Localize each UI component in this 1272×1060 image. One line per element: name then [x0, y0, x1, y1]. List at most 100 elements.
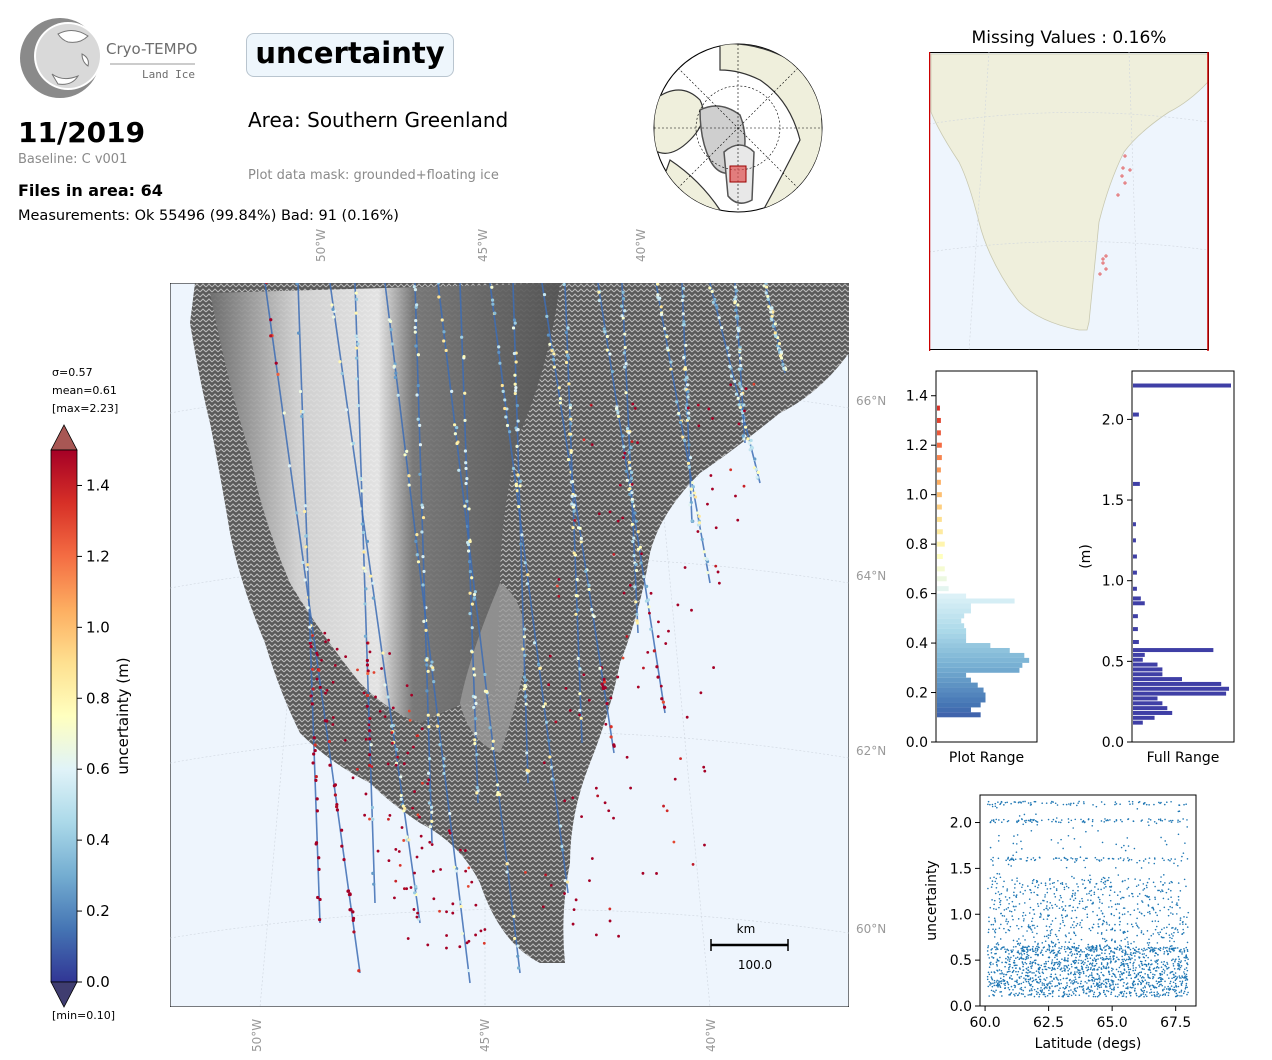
track-point: [621, 434, 625, 438]
scatter-point: [1057, 842, 1059, 844]
scatter-point: [999, 980, 1002, 983]
scatter-point: [1099, 945, 1101, 948]
track-point: [344, 408, 349, 412]
scatter-point: [1182, 852, 1185, 854]
scatter-point: [1093, 893, 1096, 896]
scatter-point: [1110, 991, 1113, 994]
scatter-point: [1170, 800, 1172, 803]
scatter-point: [1084, 955, 1087, 958]
scatter-point: [1015, 970, 1017, 973]
scatter-point: [1184, 842, 1186, 844]
scatter-point: [1075, 956, 1077, 959]
track-point: [462, 354, 466, 359]
scatter-point: [1061, 901, 1064, 903]
scatter-point: [1184, 987, 1187, 990]
scatter-point: [1171, 945, 1173, 947]
coastal-point: [714, 526, 718, 530]
scatter-point: [1175, 989, 1177, 992]
track-point: [736, 303, 740, 307]
measurements-summary: Measurements: Ok 55496 (99.84%) Bad: 91 …: [18, 208, 399, 224]
scatter-point: [1120, 846, 1123, 849]
scatter-point: [1042, 954, 1044, 956]
scatter-point: [1140, 930, 1143, 932]
scatter-point: [1173, 931, 1175, 934]
scatter-point: [1073, 988, 1076, 990]
scatter-point: [1006, 948, 1009, 951]
track-point: [552, 352, 556, 356]
scatter-point: [1177, 865, 1179, 867]
hist-bar: [937, 657, 1030, 663]
scatter-point: [1128, 895, 1130, 897]
scatter-point: [1007, 949, 1010, 952]
scatter-point: [1118, 966, 1121, 969]
track-point: [363, 602, 367, 606]
scatter-point: [1162, 968, 1165, 971]
scatter-ytick-label: 1.0: [950, 907, 972, 923]
scatter-point: [996, 806, 998, 809]
track-point: [736, 396, 740, 401]
scatter-point: [1161, 889, 1163, 891]
scatter-point: [1165, 843, 1168, 846]
scatter-point: [1016, 820, 1018, 823]
coastal-point: [641, 871, 645, 875]
scatter-point: [1160, 876, 1162, 878]
scatter-point: [1169, 951, 1172, 953]
scatter-point: [1162, 883, 1165, 886]
track-point: [365, 704, 369, 708]
scatter-point: [1082, 963, 1085, 966]
track-point: [354, 311, 358, 315]
scatter-point: [1091, 950, 1093, 952]
track-point: [569, 432, 573, 436]
scatter-point: [1098, 986, 1101, 989]
scatter-point: [1051, 985, 1053, 987]
scatter-point: [995, 908, 997, 911]
coastal-point: [665, 809, 669, 813]
scatter-point: [1065, 935, 1067, 938]
scatter-point: [1050, 976, 1053, 978]
scatter-point: [1173, 974, 1175, 976]
scatter-point: [1070, 982, 1072, 984]
scatter-point: [1001, 972, 1003, 975]
scatter-point: [1073, 877, 1075, 879]
scatter-point: [1134, 878, 1136, 880]
coastal-point: [482, 941, 486, 945]
scatter-point: [989, 846, 992, 849]
track-point: [472, 705, 476, 710]
scatter-point: [1129, 961, 1132, 964]
scatter-point: [1183, 949, 1186, 952]
scatter-point: [996, 942, 999, 944]
scatter-point: [1000, 800, 1003, 803]
scatter-point: [1053, 961, 1056, 964]
scatter-point: [988, 995, 990, 997]
scatter-point: [1039, 952, 1042, 954]
scatter-point: [1100, 859, 1103, 861]
scatter-point: [1104, 818, 1106, 820]
track-point: [360, 489, 364, 493]
scatter-point: [1147, 946, 1150, 949]
scatter-point: [1031, 917, 1034, 920]
coastal-point: [662, 804, 665, 808]
track-line: [512, 283, 529, 784]
scatter-point: [1076, 922, 1079, 925]
scatter-point: [1174, 947, 1177, 949]
scatter-xlabel: Latitude (degs): [1035, 1036, 1142, 1052]
scatter-point: [1107, 857, 1110, 860]
track-point: [687, 443, 691, 447]
track-point: [630, 499, 635, 504]
coastal-point: [356, 668, 359, 672]
scatter-point: [1105, 981, 1107, 984]
track-point: [631, 539, 635, 544]
scatter-point: [1031, 961, 1034, 964]
scatter-point: [988, 957, 991, 959]
scatter-point: [1067, 946, 1070, 949]
scatter-point: [1181, 995, 1183, 997]
scatter-point: [1080, 818, 1082, 821]
scatter-point: [1143, 963, 1146, 966]
scatter-point: [1023, 820, 1026, 822]
scatter-point: [1112, 858, 1115, 860]
scatter-point: [1178, 965, 1180, 967]
scatter-point: [1009, 958, 1011, 960]
scatter-point: [1073, 961, 1075, 964]
scatter-point: [1151, 994, 1153, 997]
scatter-point: [1179, 961, 1182, 964]
